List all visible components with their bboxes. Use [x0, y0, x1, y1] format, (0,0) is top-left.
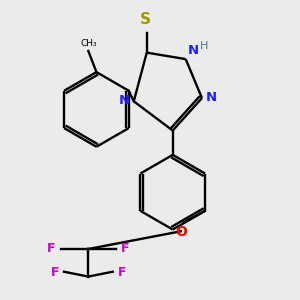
Text: CH₃: CH₃	[80, 39, 97, 48]
Text: F: F	[51, 266, 59, 279]
Text: N: N	[187, 44, 199, 56]
Text: N: N	[119, 94, 130, 107]
Text: F: F	[121, 242, 129, 256]
Text: O: O	[175, 226, 187, 239]
Text: F: F	[118, 266, 126, 279]
Text: F: F	[47, 242, 56, 256]
Text: S: S	[140, 12, 151, 27]
Text: H: H	[200, 41, 209, 51]
Text: N: N	[206, 91, 217, 103]
